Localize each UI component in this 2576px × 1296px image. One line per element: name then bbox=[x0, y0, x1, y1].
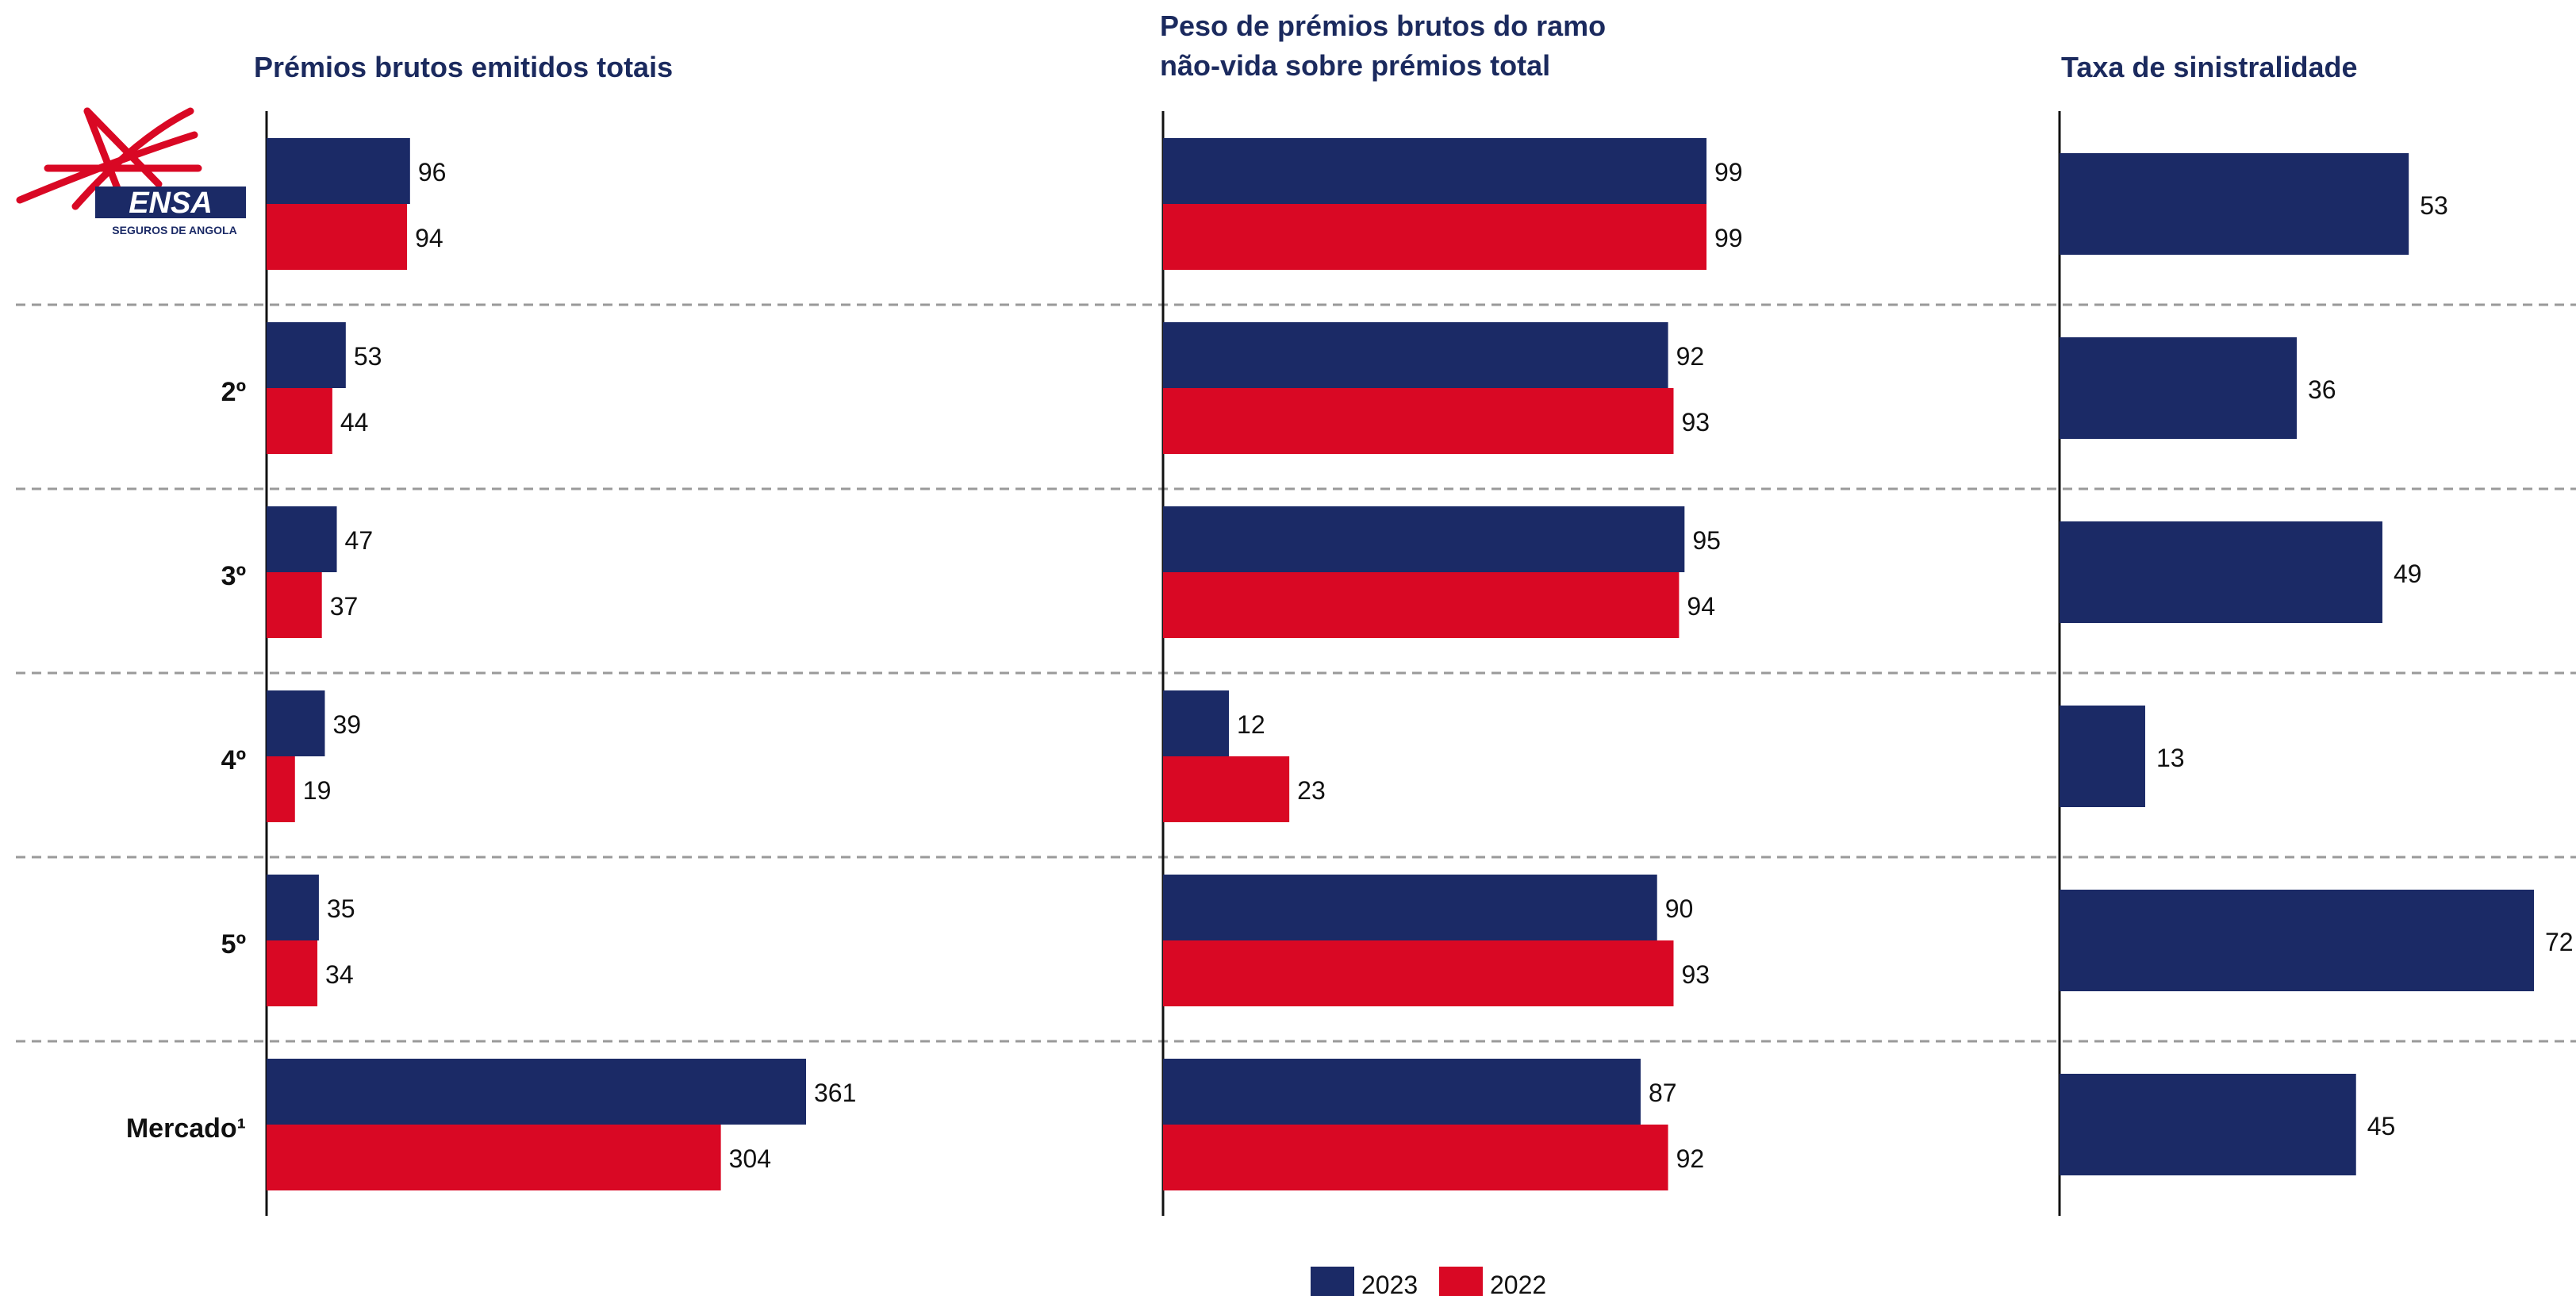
bar-2023 bbox=[1163, 506, 1685, 572]
data-label-2023: 39 bbox=[332, 710, 361, 739]
bar-2023 bbox=[2060, 706, 2145, 807]
bar-2023 bbox=[1163, 690, 1230, 756]
row-label-3: 3º bbox=[221, 561, 246, 591]
data-label-2023: 90 bbox=[1665, 894, 1694, 923]
bar-2023 bbox=[267, 1059, 806, 1125]
bar-2022 bbox=[267, 388, 332, 454]
panel-premios-brutos: 96 94 53 44 47 37 39 19 35 34 361 304 bbox=[265, 111, 856, 1216]
row-label-2: 2º bbox=[221, 377, 246, 407]
bar-2023 bbox=[267, 322, 346, 388]
data-label-2023: 36 bbox=[2308, 375, 2336, 404]
data-label-2023: 96 bbox=[418, 158, 447, 187]
data-label-2023: 53 bbox=[2420, 191, 2448, 220]
bar-2023 bbox=[1163, 138, 1706, 204]
data-label-2022: 19 bbox=[303, 776, 332, 805]
data-label-2023: 361 bbox=[814, 1079, 856, 1107]
bar-2023 bbox=[2060, 1074, 2356, 1175]
row-label-4: 4º bbox=[221, 745, 246, 775]
data-label-2023: 72 bbox=[2545, 928, 2574, 956]
bar-2023 bbox=[2060, 153, 2409, 255]
data-label-2022: 44 bbox=[340, 408, 369, 436]
data-label-2022: 93 bbox=[1681, 960, 1710, 989]
logo-name: ENSA bbox=[129, 187, 213, 220]
bar-2022 bbox=[267, 940, 318, 1006]
panel-2-title-line-1: Peso de prémios brutos do ramo bbox=[1160, 10, 1606, 42]
data-label-2022: 92 bbox=[1676, 1144, 1705, 1173]
panel-3-title: Taxa de sinistralidade bbox=[2061, 51, 2357, 83]
star-swoosh-icon bbox=[16, 107, 202, 217]
bar-2023 bbox=[267, 138, 410, 204]
logo-subtitle: SEGUROS DE ANGOLA bbox=[112, 224, 236, 237]
data-label-2023: 13 bbox=[2156, 744, 2185, 772]
legend: 2023 2022 bbox=[1311, 1267, 1546, 1296]
data-label-2023: 92 bbox=[1676, 342, 1705, 371]
data-label-2023: 95 bbox=[1692, 526, 1721, 555]
row-label-mercado: Mercado¹ bbox=[126, 1113, 246, 1144]
bar-2022 bbox=[1163, 756, 1290, 822]
bar-2023 bbox=[267, 875, 319, 940]
data-label-2023: 87 bbox=[1649, 1079, 1677, 1107]
bar-2023 bbox=[1163, 875, 1657, 940]
panel-peso-nao-vida: 99 99 92 93 95 94 12 23 90 93 87 92 bbox=[1161, 111, 1743, 1216]
data-label-2022: 23 bbox=[1297, 776, 1326, 805]
bar-2023 bbox=[1163, 322, 1668, 388]
bar-2022 bbox=[1163, 204, 1706, 270]
data-label-2022: 94 bbox=[1687, 592, 1715, 621]
row-label-5: 5º bbox=[221, 929, 246, 960]
data-label-2022: 94 bbox=[415, 224, 443, 252]
panel-2-title-line-2: não-vida sobre prémios total bbox=[1160, 49, 1550, 82]
data-label-2023: 53 bbox=[354, 342, 382, 371]
row-dividers bbox=[16, 303, 2576, 1043]
bar-2023 bbox=[1163, 1059, 1641, 1125]
bar-2022 bbox=[267, 572, 322, 638]
data-label-2023: 99 bbox=[1714, 158, 1743, 187]
data-label-2022: 99 bbox=[1714, 224, 1743, 252]
legend-label-2023: 2023 bbox=[1361, 1271, 1418, 1296]
data-label-2022: 93 bbox=[1681, 408, 1710, 436]
bar-2022 bbox=[1163, 1125, 1668, 1190]
data-label-2022: 37 bbox=[330, 592, 359, 621]
legend-swatch-2023 bbox=[1311, 1267, 1354, 1296]
bar-2022 bbox=[1163, 388, 1674, 454]
panel-1-title: Prémios brutos emitidos totais bbox=[254, 51, 673, 83]
bar-2023 bbox=[2060, 337, 2297, 439]
data-label-2023: 12 bbox=[1237, 710, 1265, 739]
data-label-2023: 47 bbox=[345, 526, 374, 555]
bar-2022 bbox=[1163, 572, 1680, 638]
data-label-2022: 34 bbox=[325, 960, 354, 989]
bar-2023 bbox=[267, 690, 325, 756]
data-label-2022: 304 bbox=[729, 1144, 771, 1173]
logo-text-band bbox=[95, 187, 246, 218]
data-label-2023: 35 bbox=[327, 894, 355, 923]
bar-2023 bbox=[2060, 890, 2534, 991]
bar-2022 bbox=[1163, 940, 1674, 1006]
legend-swatch-2022 bbox=[1439, 1267, 1483, 1296]
legend-label-2022: 2022 bbox=[1490, 1271, 1546, 1296]
bar-2022 bbox=[267, 756, 295, 822]
data-label-2023: 45 bbox=[2367, 1112, 2396, 1140]
data-label-2023: 49 bbox=[2394, 560, 2422, 588]
bar-2023 bbox=[2060, 521, 2382, 623]
panel-taxa-sinistralidade: 53 36 49 13 72 45 bbox=[2058, 111, 2574, 1216]
bar-2022 bbox=[267, 204, 408, 270]
row-labels: 2º 3º 4º 5º Mercado¹ bbox=[126, 377, 246, 1144]
bar-2023 bbox=[267, 506, 337, 572]
ensa-logo: ENSA SEGUROS DE ANGOLA bbox=[16, 107, 246, 237]
bar-2022 bbox=[267, 1125, 721, 1190]
